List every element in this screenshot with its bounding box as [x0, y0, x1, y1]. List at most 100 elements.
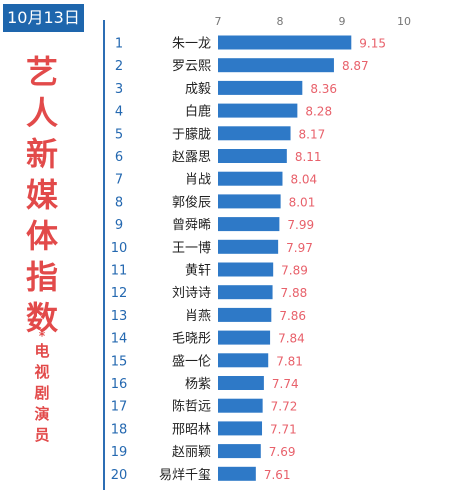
x-tick-label: 8	[277, 15, 284, 28]
subtitle-char: 视	[34, 363, 50, 381]
value-label: 9.15	[359, 37, 386, 51]
value-label: 8.36	[310, 82, 337, 96]
name-label: 曾舜晞	[172, 218, 211, 233]
name-label: 郭俊辰	[172, 194, 211, 210]
subtitle-char: 电	[34, 342, 50, 360]
name-label: 刘诗诗	[172, 286, 211, 301]
value-label: 7.88	[281, 286, 308, 300]
value-label: 7.71	[270, 422, 297, 436]
bar	[218, 239, 279, 254]
name-label: 盛一伦	[172, 354, 211, 369]
bar	[218, 103, 298, 118]
subtitle-char: 演	[34, 405, 50, 423]
name-label: 白鹿	[185, 104, 211, 120]
bar	[218, 353, 269, 368]
name-label: 于朦胧	[172, 127, 211, 142]
bar	[218, 262, 274, 277]
subtitle: 电 视 剧 演 员	[22, 341, 62, 446]
value-label: 7.86	[279, 309, 306, 323]
side-title-char: 人	[25, 94, 58, 132]
name-label: 赵露思	[172, 150, 211, 165]
bar	[218, 58, 334, 73]
value-label: 8.17	[299, 127, 326, 141]
value-label: 8.28	[305, 105, 332, 119]
side-title-char: 艺	[25, 53, 58, 91]
value-label: 8.11	[295, 150, 322, 164]
value-label: 7.74	[272, 377, 299, 391]
bar	[218, 421, 263, 436]
bar	[218, 398, 263, 413]
name-label: 赵丽颖	[172, 445, 211, 460]
value-label: 8.04	[290, 173, 317, 187]
rank-label: 3	[115, 82, 123, 97]
rank-label: 18	[111, 422, 128, 437]
name-label: 黄轩	[185, 264, 211, 279]
bar	[218, 80, 303, 95]
rank-label: 1	[115, 37, 123, 52]
x-tick-label: 7	[215, 15, 222, 28]
subtitle-star: *	[38, 329, 46, 343]
name-label: 易烊千玺	[159, 468, 211, 483]
name-label: 罗云熙	[172, 59, 211, 74]
rank-label: 13	[111, 309, 128, 324]
rank-label: 12	[111, 286, 128, 301]
side-title-char: 媒	[25, 176, 58, 214]
bar	[218, 149, 287, 163]
name-label: 肖燕	[185, 309, 211, 324]
rank-label: 4	[115, 105, 123, 120]
subtitle-char: 员	[34, 426, 50, 444]
side-title-char: 新	[25, 135, 58, 173]
x-tick-label: 9	[339, 15, 346, 28]
name-label: 朱一龙	[172, 37, 211, 52]
rank-label: 5	[115, 127, 123, 142]
rank-label: 9	[115, 218, 123, 233]
rank-label: 16	[111, 377, 128, 392]
name-label: 王一博	[172, 241, 211, 256]
name-label: 成毅	[185, 81, 211, 97]
bar	[218, 330, 271, 345]
side-title-char: 体	[25, 217, 58, 255]
name-label: 陈哲远	[172, 399, 211, 415]
rank-label: 10	[111, 241, 128, 256]
subtitle-block: * 电 视 剧 演 员	[22, 329, 62, 446]
bar	[218, 285, 273, 300]
bar	[218, 466, 256, 481]
rank-label: 6	[115, 150, 123, 165]
value-label: 7.99	[287, 218, 314, 232]
value-label: 7.84	[278, 332, 305, 346]
side-title-char: 指	[25, 258, 58, 296]
rank-label: 14	[111, 332, 128, 347]
side-title: 艺 人 新 媒 体 指 数	[22, 52, 62, 339]
value-label: 7.69	[269, 445, 296, 459]
value-label: 7.72	[271, 400, 298, 414]
rank-label: 8	[115, 195, 123, 210]
bar	[218, 444, 261, 459]
bar	[218, 217, 280, 232]
bar	[218, 35, 352, 50]
value-label: 7.89	[281, 264, 308, 278]
bar	[218, 376, 264, 390]
name-label: 肖战	[185, 173, 211, 188]
value-label: 8.87	[342, 59, 369, 73]
rank-label: 20	[111, 468, 128, 483]
rank-label: 7	[115, 173, 123, 188]
x-tick-label: 10	[397, 15, 411, 28]
divider-line	[103, 20, 105, 490]
value-label: 8.01	[289, 195, 316, 209]
rank-label: 17	[111, 400, 128, 415]
rank-label: 19	[111, 445, 128, 460]
value-label: 7.97	[286, 241, 313, 255]
name-label: 邢昭林	[172, 422, 211, 437]
bar	[218, 194, 281, 209]
date-badge: 10月13日	[3, 4, 84, 32]
bar	[218, 126, 291, 141]
bar	[218, 307, 272, 322]
name-label: 杨紫	[185, 377, 211, 392]
bar	[218, 171, 283, 186]
rank-label: 11	[111, 264, 128, 279]
value-label: 7.61	[264, 468, 291, 482]
side-title-char: 数	[25, 299, 58, 337]
value-label: 7.81	[276, 354, 303, 368]
rank-label: 2	[115, 59, 123, 74]
